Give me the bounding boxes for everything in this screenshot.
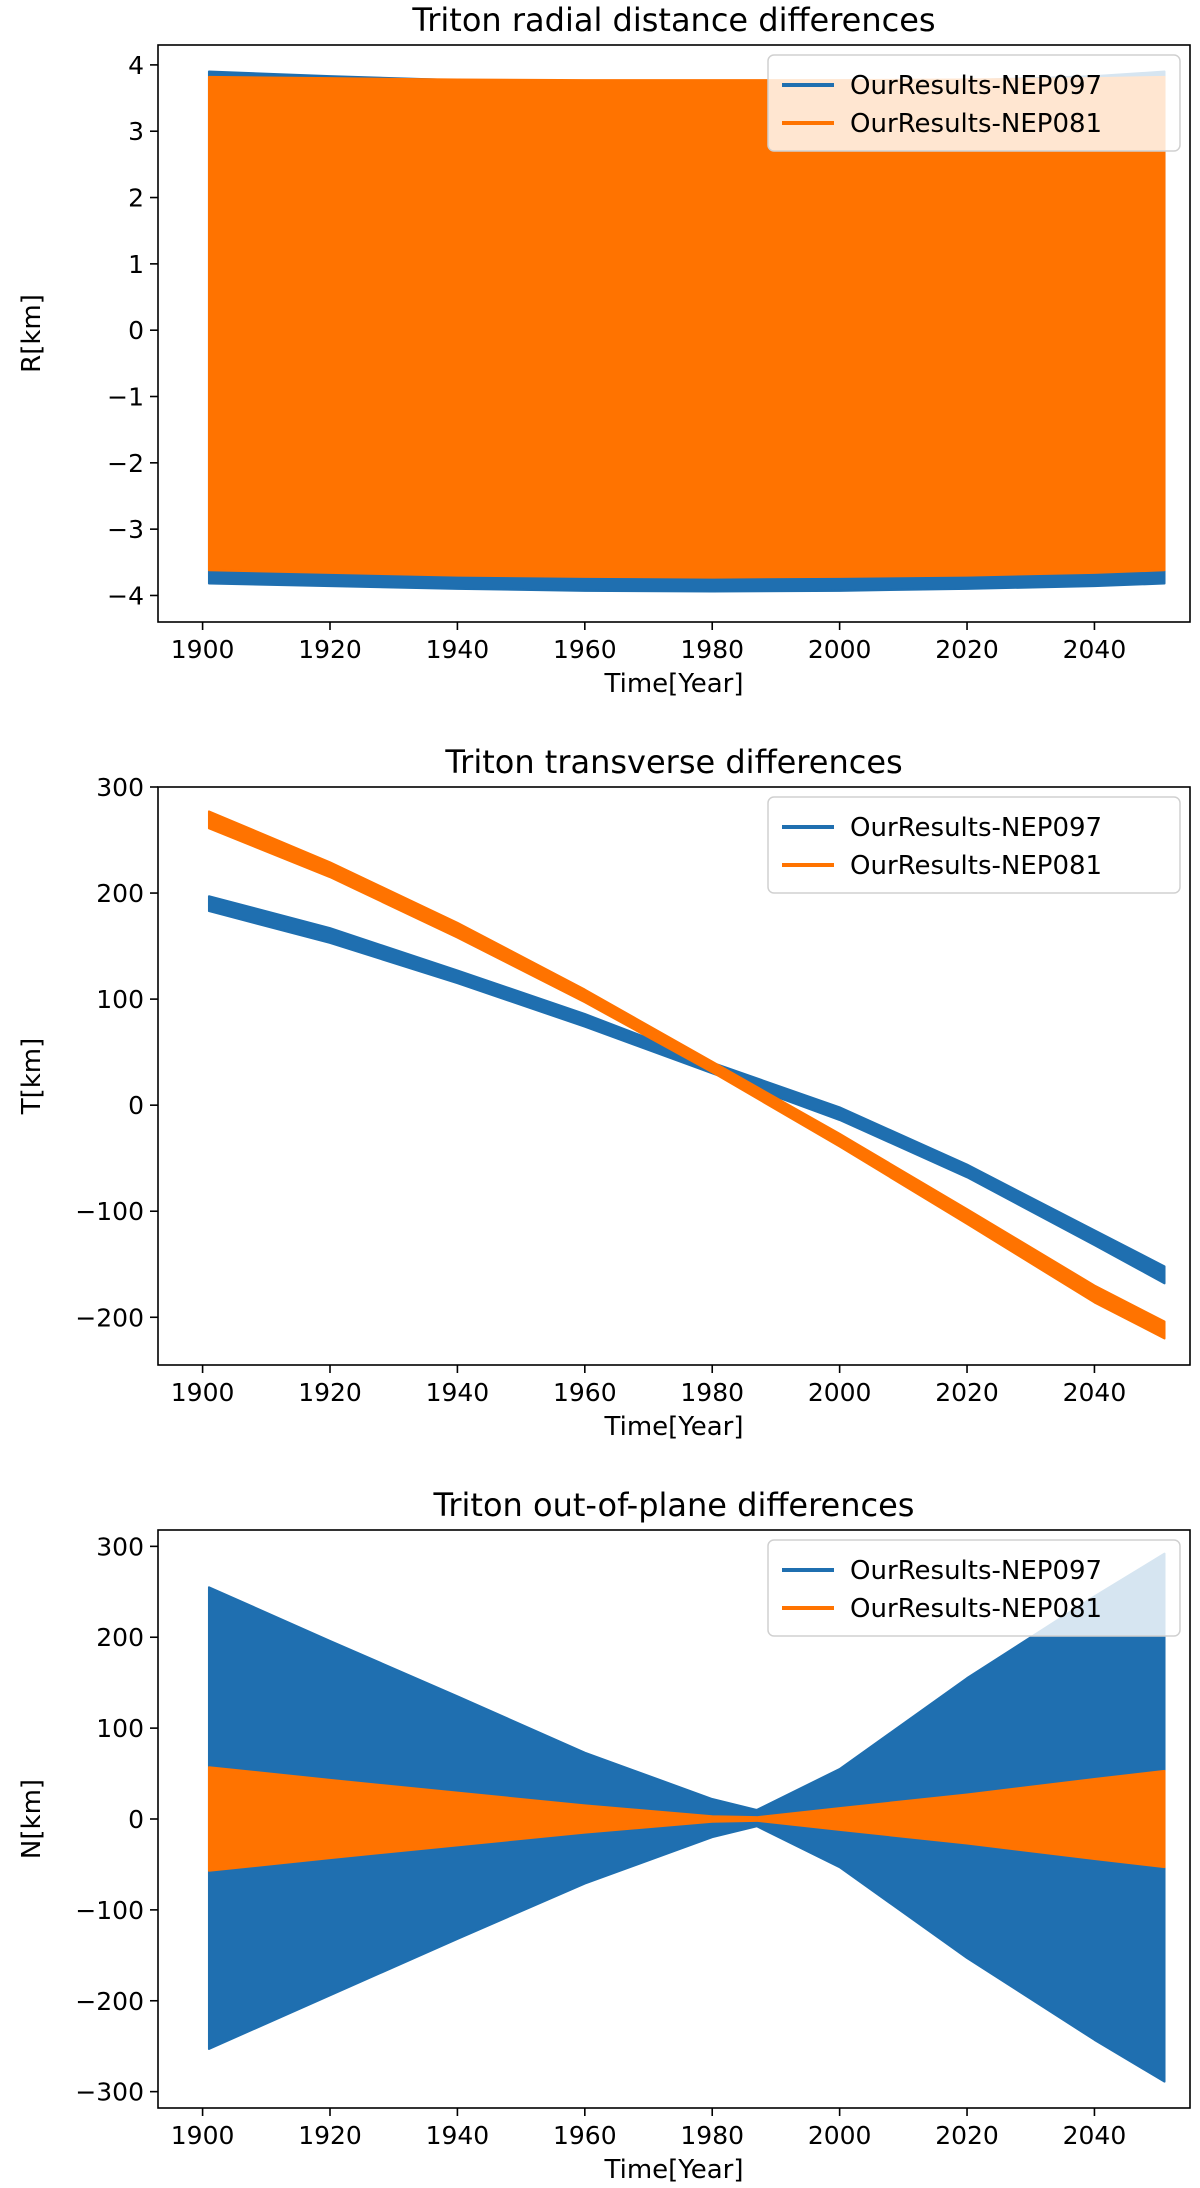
y-axis-label: T[km]: [17, 1038, 47, 1116]
y-tick-label: 300: [96, 773, 144, 802]
x-tick-label: 2020: [935, 1378, 999, 1407]
x-tick-label: 2020: [935, 635, 999, 664]
legend-box: [767, 54, 1181, 152]
y-tick-label: −100: [75, 1197, 144, 1226]
legend-label-ourresults-nep097: OurResults-NEP097: [850, 1556, 1102, 1586]
axes-frame: [157, 786, 1191, 1366]
legend-box: [767, 1539, 1181, 1637]
series-ourresults-nep081: [207, 75, 1166, 579]
legend-label-ourresults-nep097: OurResults-NEP097: [850, 71, 1102, 101]
y-tick-label: 200: [96, 879, 144, 908]
y-tick-label: 3: [128, 117, 144, 146]
x-tick-label: 1960: [553, 2121, 617, 2150]
legend: OurResults-NEP097 OurResults-NEP081: [767, 54, 1181, 152]
x-tick-label: 1900: [171, 1378, 235, 1407]
chart-title: Triton transverse differences: [444, 743, 902, 781]
x-tick-label: 2000: [808, 2121, 872, 2150]
x-tick-label: 2040: [1063, 1378, 1127, 1407]
y-tick-label: 100: [96, 1714, 144, 1743]
y-axis-label: N[km]: [17, 1779, 47, 1859]
x-tick-label: 1920: [298, 1378, 362, 1407]
y-tick-label: −3: [107, 515, 144, 544]
y-tick-label: −200: [75, 1987, 144, 2016]
x-tick-label: 2020: [935, 2121, 999, 2150]
y-tick-label: −4: [107, 581, 144, 610]
series-ourresults-nep081: [207, 1766, 1166, 1872]
y-tick-label: 0: [128, 316, 144, 345]
y-tick-label: −300: [75, 2078, 144, 2107]
x-axis-label: Time[Year]: [604, 1412, 744, 1442]
chart-title: Triton radial distance differences: [411, 1, 935, 39]
x-tick-label: 2040: [1063, 635, 1127, 664]
x-tick-label: 1960: [553, 635, 617, 664]
x-tick-label: 1980: [680, 635, 744, 664]
y-tick-label: 300: [96, 1532, 144, 1561]
x-tick-label: 2040: [1063, 2121, 1127, 2150]
y-tick-label: 0: [128, 1805, 144, 1834]
chart-title: Triton out-of-plane differences: [433, 1486, 915, 1524]
x-axis-label: Time[Year]: [604, 2155, 744, 2185]
legend-box: [767, 796, 1181, 894]
y-tick-label: −100: [75, 1896, 144, 1925]
y-tick-label: 2: [128, 184, 144, 213]
chart-1: 1900 1920 1940 1960 1980 2000 2020 2040 4 3 2 1 0 −1 −…: [17, 1, 1191, 699]
legend-label-ourresults-nep081: OurResults-NEP081: [850, 851, 1102, 881]
y-tick-label: 0: [128, 1091, 144, 1120]
legend: OurResults-NEP097 OurResults-NEP081: [767, 1539, 1181, 1637]
x-tick-label: 2000: [808, 1378, 872, 1407]
x-tick-label: 1980: [680, 1378, 744, 1407]
y-axis-label: R[km]: [17, 294, 47, 373]
axes-frame: [157, 44, 1191, 623]
x-tick-label: 1940: [426, 635, 490, 664]
series-ourresults-nep097: [207, 895, 1166, 1285]
x-tick-label: 1940: [426, 2121, 490, 2150]
legend: OurResults-NEP097 OurResults-NEP081: [767, 796, 1181, 894]
y-tick-label: −2: [107, 449, 144, 478]
x-tick-label: 1980: [680, 2121, 744, 2150]
y-tick-label: 4: [128, 51, 144, 80]
legend-label-ourresults-nep097: OurResults-NEP097: [850, 813, 1102, 843]
x-tick-label: 1920: [298, 635, 362, 664]
series-ourresults-nep081: [207, 810, 1166, 1340]
y-tick-label: −1: [107, 383, 144, 412]
chart-3: 1900 1920 1940 1960 1980 2000 2020 2040 300 200 10…: [17, 1486, 1191, 2185]
legend-label-ourresults-nep081: OurResults-NEP081: [850, 109, 1102, 139]
x-tick-label: 1940: [426, 1378, 490, 1407]
chart-2: 1900 1920 1940 1960 1980 2000 2020 2040 300 200 10…: [17, 743, 1191, 1442]
y-tick-label: 1: [128, 250, 144, 279]
y-tick-label: −200: [75, 1303, 144, 1332]
x-tick-label: 1900: [171, 635, 235, 664]
y-tick-label: 200: [96, 1623, 144, 1652]
x-tick-label: 2000: [808, 635, 872, 664]
y-tick-label: 100: [96, 985, 144, 1014]
x-tick-label: 1960: [553, 1378, 617, 1407]
x-axis-label: Time[Year]: [604, 669, 744, 699]
legend-label-ourresults-nep081: OurResults-NEP081: [850, 1594, 1102, 1624]
x-tick-label: 1920: [298, 2121, 362, 2150]
x-tick-label: 1900: [171, 2121, 235, 2150]
